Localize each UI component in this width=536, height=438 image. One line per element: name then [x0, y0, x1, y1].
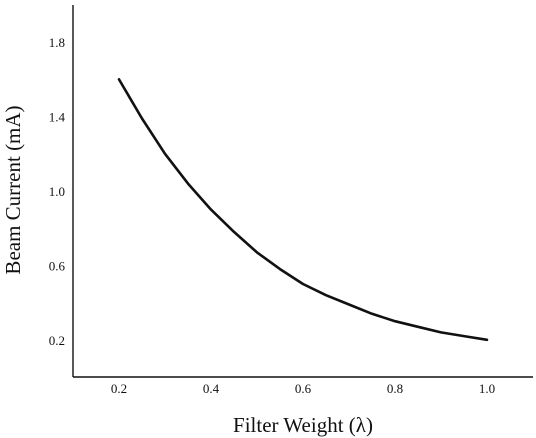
x-tick-label: 0.6: [295, 381, 312, 396]
x-tick-label: 1.0: [479, 381, 495, 396]
axes: [72, 5, 533, 378]
series-layer: [117, 78, 489, 342]
x-tick-label: 0.8: [387, 381, 403, 396]
y-tick-label: 1.0: [49, 184, 65, 199]
y-tick-label: 0.2: [49, 333, 65, 348]
x-tick-labels: 0.2 0.4 0.6 0.8 1.0: [111, 381, 495, 396]
x-tick-label: 0.4: [203, 381, 220, 396]
y-tick-label: 1.8: [49, 35, 65, 50]
y-axis-label: Beam Current (mA): [1, 105, 25, 274]
x-axis-label: Filter Weight (λ): [233, 413, 373, 437]
y-tick-label: 1.4: [49, 110, 66, 125]
y-tick-labels: 0.2 0.6 1.0 1.4 1.8: [49, 35, 66, 348]
x-tick-label: 0.2: [111, 381, 127, 396]
y-tick-label: 0.6: [49, 258, 66, 273]
series-line: [117, 78, 489, 342]
